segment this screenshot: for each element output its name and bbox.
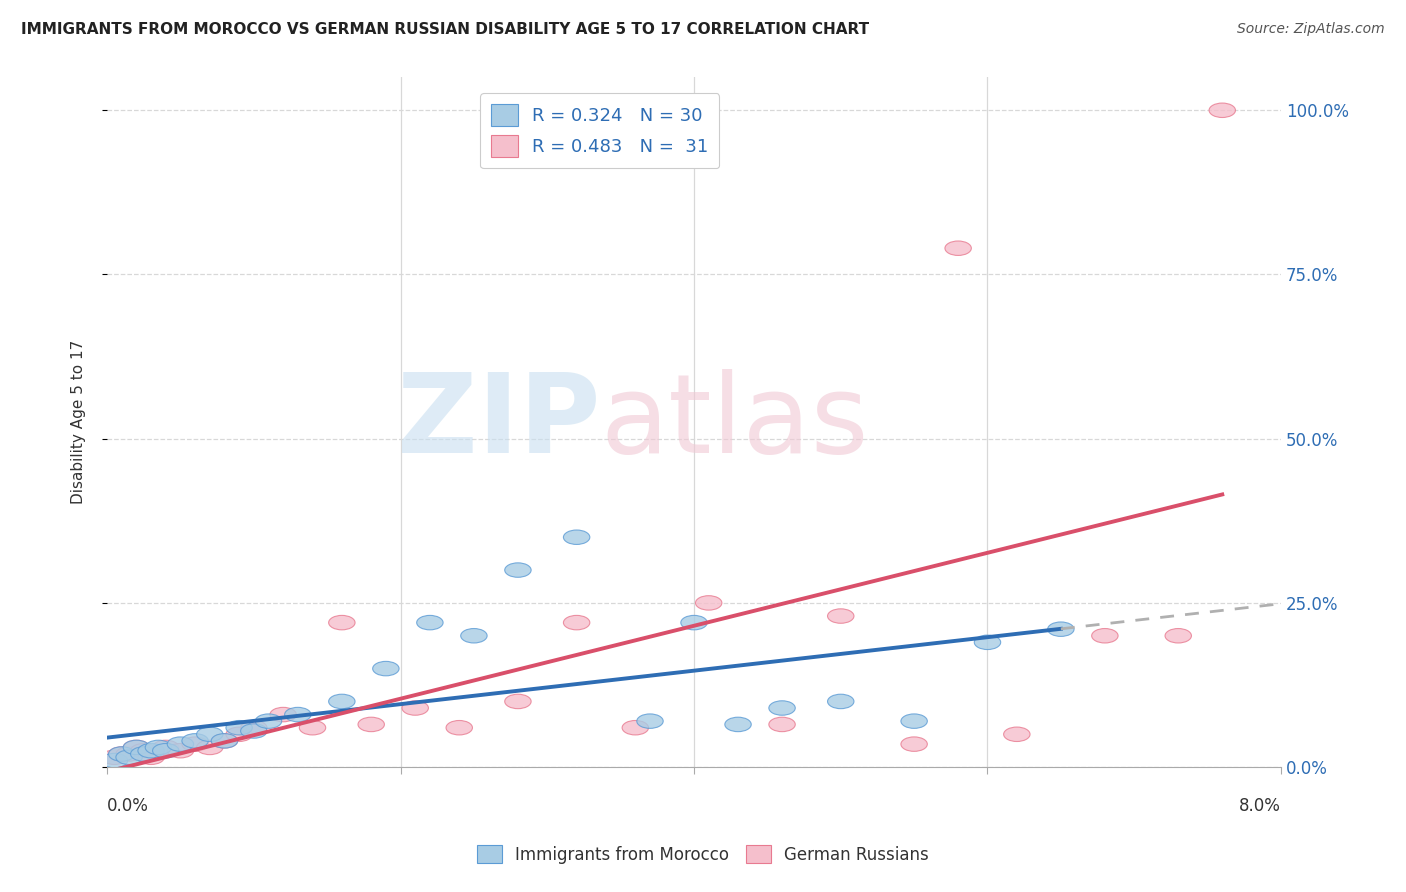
Ellipse shape (211, 733, 238, 748)
Ellipse shape (974, 635, 1001, 649)
Ellipse shape (696, 596, 721, 610)
Ellipse shape (505, 563, 531, 577)
Text: Source: ZipAtlas.com: Source: ZipAtlas.com (1237, 22, 1385, 37)
Legend: R = 0.324   N = 30, R = 0.483   N =  31: R = 0.324 N = 30, R = 0.483 N = 31 (479, 94, 720, 168)
Ellipse shape (226, 721, 252, 735)
Ellipse shape (131, 743, 157, 758)
Ellipse shape (284, 707, 311, 722)
Ellipse shape (124, 740, 149, 755)
Ellipse shape (373, 661, 399, 676)
Ellipse shape (181, 737, 208, 751)
Y-axis label: Disability Age 5 to 17: Disability Age 5 to 17 (72, 340, 86, 504)
Ellipse shape (461, 629, 486, 643)
Ellipse shape (101, 750, 128, 764)
Ellipse shape (828, 694, 853, 708)
Ellipse shape (1166, 629, 1191, 643)
Ellipse shape (270, 707, 297, 722)
Ellipse shape (197, 727, 224, 741)
Ellipse shape (828, 609, 853, 624)
Ellipse shape (145, 740, 172, 755)
Ellipse shape (329, 694, 356, 708)
Ellipse shape (416, 615, 443, 630)
Ellipse shape (131, 747, 157, 761)
Ellipse shape (945, 241, 972, 255)
Ellipse shape (108, 747, 135, 761)
Ellipse shape (1004, 727, 1031, 741)
Ellipse shape (138, 743, 165, 758)
Text: 8.0%: 8.0% (1239, 797, 1281, 814)
Ellipse shape (167, 737, 194, 751)
Text: atlas: atlas (600, 368, 869, 475)
Ellipse shape (769, 701, 796, 715)
Ellipse shape (211, 733, 238, 748)
Ellipse shape (226, 727, 252, 741)
Text: ZIP: ZIP (396, 368, 600, 475)
Ellipse shape (240, 721, 267, 735)
Ellipse shape (329, 615, 356, 630)
Legend: Immigrants from Morocco, German Russians: Immigrants from Morocco, German Russians (470, 838, 936, 871)
Ellipse shape (299, 721, 326, 735)
Ellipse shape (564, 530, 591, 544)
Ellipse shape (901, 737, 928, 751)
Ellipse shape (115, 750, 142, 764)
Ellipse shape (197, 740, 224, 755)
Ellipse shape (1047, 622, 1074, 636)
Text: 0.0%: 0.0% (107, 797, 149, 814)
Ellipse shape (681, 615, 707, 630)
Ellipse shape (138, 750, 165, 764)
Ellipse shape (402, 701, 429, 715)
Ellipse shape (505, 694, 531, 708)
Ellipse shape (181, 733, 208, 748)
Ellipse shape (124, 740, 149, 755)
Ellipse shape (564, 615, 591, 630)
Ellipse shape (167, 743, 194, 758)
Ellipse shape (725, 717, 751, 731)
Ellipse shape (153, 743, 179, 758)
Text: IMMIGRANTS FROM MOROCCO VS GERMAN RUSSIAN DISABILITY AGE 5 TO 17 CORRELATION CHA: IMMIGRANTS FROM MOROCCO VS GERMAN RUSSIA… (21, 22, 869, 37)
Ellipse shape (1091, 629, 1118, 643)
Ellipse shape (359, 717, 384, 731)
Ellipse shape (446, 721, 472, 735)
Ellipse shape (108, 747, 135, 761)
Ellipse shape (769, 717, 796, 731)
Ellipse shape (1209, 103, 1236, 118)
Ellipse shape (256, 714, 281, 729)
Ellipse shape (901, 714, 928, 729)
Ellipse shape (637, 714, 664, 729)
Ellipse shape (240, 723, 267, 739)
Ellipse shape (101, 754, 128, 768)
Ellipse shape (115, 747, 142, 761)
Ellipse shape (621, 721, 648, 735)
Ellipse shape (153, 740, 179, 755)
